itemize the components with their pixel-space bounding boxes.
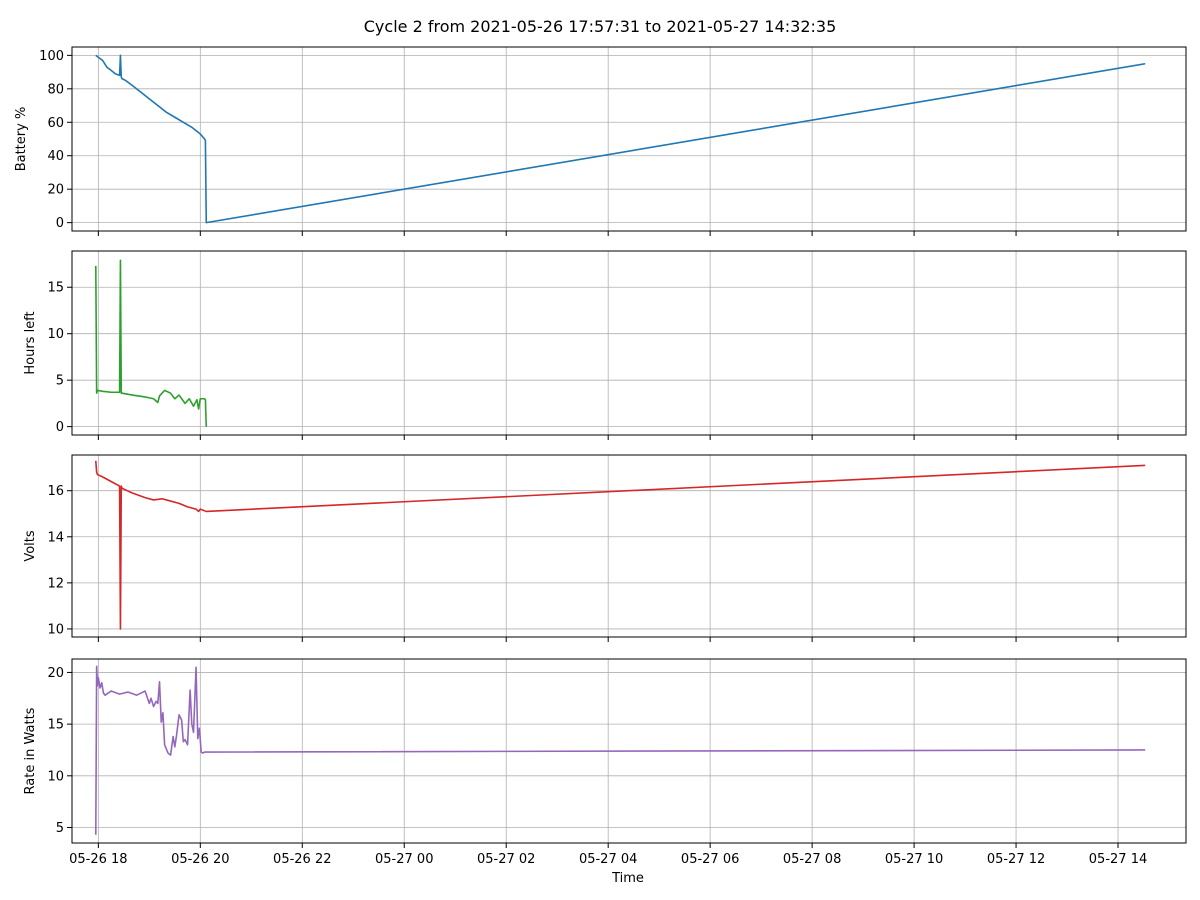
plot-frame: [71, 454, 1187, 638]
x-tick-label: 05-27 04: [579, 852, 637, 867]
y-tick-label: 10: [47, 769, 64, 784]
series-line: [94, 460, 1146, 630]
panel-3: 10 12 14 16 Volts: [23, 454, 1187, 642]
x-tick-label: 05-27 06: [681, 852, 739, 867]
series-line: [95, 54, 1146, 224]
y-tick-label: 40: [47, 149, 64, 164]
x-tick-label: 05-27 00: [375, 852, 433, 867]
x-tick-label: 05-26 20: [171, 852, 229, 867]
y-tick-label: 10: [47, 327, 64, 342]
plot-frame: [71, 658, 1187, 844]
y-tick-label: 0: [56, 216, 64, 231]
y-axis-label: Battery %: [14, 107, 29, 172]
x-tick-label: 05-27 02: [477, 852, 535, 867]
x-tick-label: 05-27 14: [1089, 852, 1147, 867]
panel-2: 0 5 10 15 Hours left: [23, 250, 1187, 440]
y-tick-label: 80: [47, 82, 64, 97]
y-tick-label: 100: [39, 49, 64, 64]
y-tick-label: 14: [47, 530, 64, 545]
plot-frame: [71, 250, 1187, 436]
y-tick-label: 15: [47, 718, 64, 733]
y-tick-label: 15: [47, 281, 64, 296]
y-axis-label: Rate in Watts: [23, 707, 38, 794]
x-tick-label: 05-26 18: [69, 852, 127, 867]
y-axis-label: Volts: [23, 530, 38, 562]
figure-title: Cycle 2 from 2021-05-26 17:57:31 to 2021…: [364, 17, 837, 36]
y-tick-label: 60: [47, 116, 64, 131]
series-line: [94, 259, 208, 427]
y-tick-label: 16: [47, 484, 64, 499]
y-tick-label: 0: [56, 420, 64, 435]
x-axis-label: Time: [611, 871, 644, 886]
x-tick-label: 05-27 10: [885, 852, 943, 867]
y-tick-label: 5: [56, 374, 64, 389]
series-line: [94, 665, 1146, 835]
y-tick-label: 20: [47, 183, 64, 198]
y-tick-label: 10: [47, 622, 64, 637]
panel-4: 5 10 15 20 05-26 18 05-26 20 05-26 22 05-27 00 0…: [23, 658, 1187, 867]
y-tick-label: 20: [47, 666, 64, 681]
plot-frame: [71, 46, 1187, 232]
y-axis-label: Hours left: [23, 311, 38, 374]
x-tick-label: 05-27 08: [783, 852, 841, 867]
y-tick-label: 5: [56, 821, 64, 836]
panel-1: 0 20 40 60 80 100 Battery %: [14, 46, 1187, 236]
y-tick-label: 12: [47, 576, 64, 591]
x-tick-label: 05-26 22: [273, 852, 331, 867]
x-tick-label: 05-27 12: [987, 852, 1045, 867]
